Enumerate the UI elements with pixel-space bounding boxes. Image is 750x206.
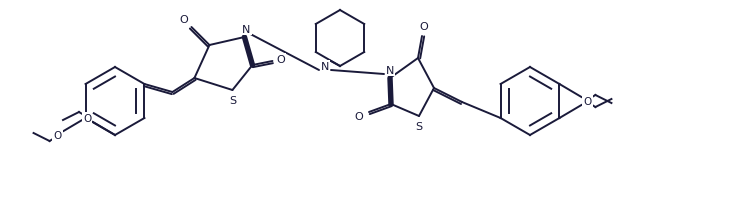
Text: N: N <box>321 62 329 72</box>
Text: O: O <box>584 97 592 107</box>
Text: O: O <box>355 111 363 121</box>
Text: O: O <box>419 22 428 32</box>
Text: S: S <box>229 96 236 105</box>
Text: O: O <box>584 97 592 107</box>
Text: S: S <box>416 121 422 131</box>
Text: O: O <box>179 15 188 25</box>
Text: O: O <box>276 55 285 65</box>
Text: O: O <box>53 130 62 140</box>
Text: N: N <box>386 66 394 76</box>
Text: O: O <box>83 114 92 123</box>
Text: N: N <box>242 25 250 35</box>
